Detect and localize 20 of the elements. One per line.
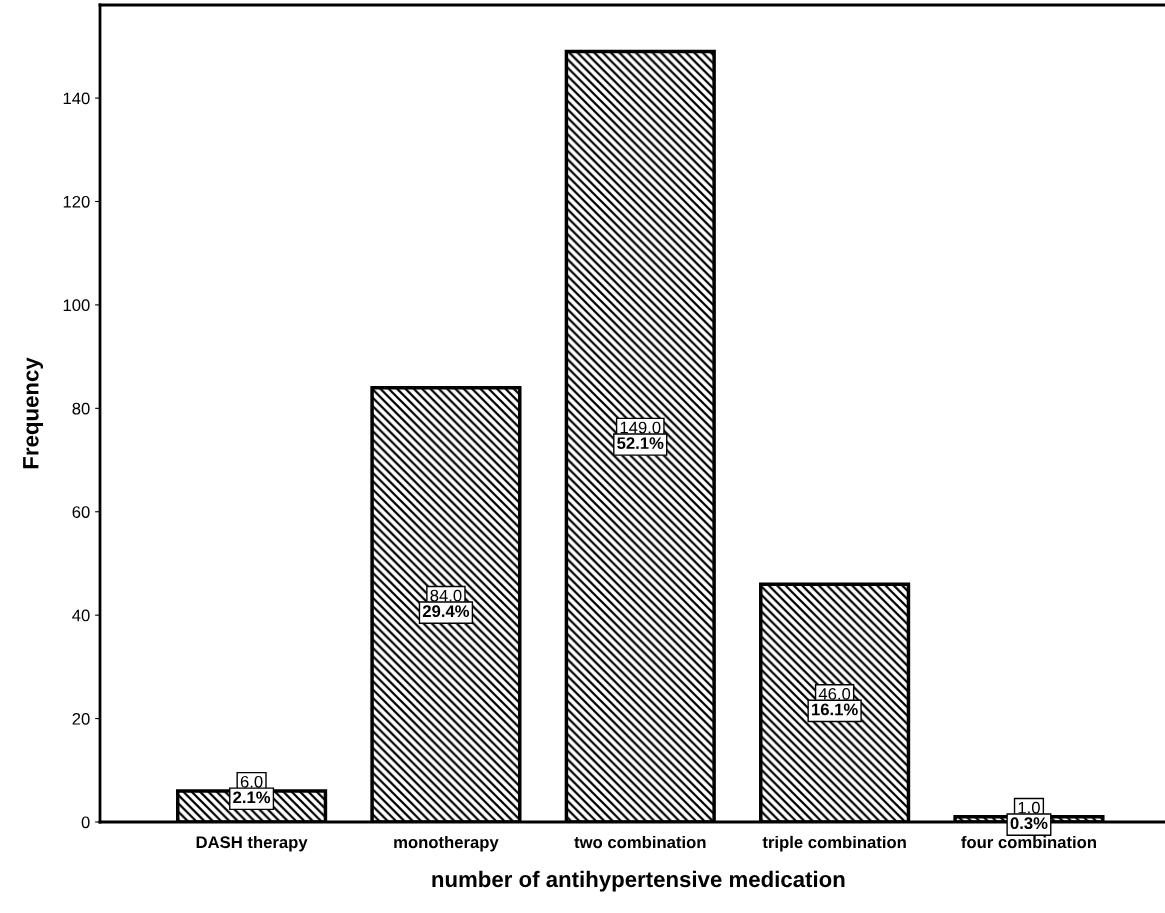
data-label: 46.0 16.1% [812, 687, 858, 716]
y-tick-label: 40 [72, 609, 90, 622]
x-axis-title: number of antihypertensive medication [432, 870, 845, 892]
x-tick-label: two combination [574, 835, 706, 849]
x-tick-label: triple combination [762, 835, 906, 852]
data-label: 149.0 52.1% [617, 421, 664, 450]
y-tick-label: 80 [72, 402, 90, 415]
y-tick-label: 0 [81, 816, 90, 829]
x-tick-label: DASH therapy [196, 835, 308, 852]
y-tick-label: 140 [63, 92, 90, 105]
y-tick-label: 120 [63, 195, 90, 208]
y-tick-label: 20 [72, 712, 90, 725]
x-tick-label: four combination [961, 835, 1096, 849]
x-tick-label: monotherapy [394, 835, 499, 852]
y-tick-label: 100 [63, 299, 90, 312]
y-tick-label: 60 [72, 506, 90, 518]
data-label: 6.0 2.1% [233, 775, 271, 804]
y-axis-title: Frequency [23, 357, 44, 469]
data-label: 1.0 0.3% [1010, 801, 1048, 830]
data-label: 84.0 29.4% [422, 589, 470, 618]
